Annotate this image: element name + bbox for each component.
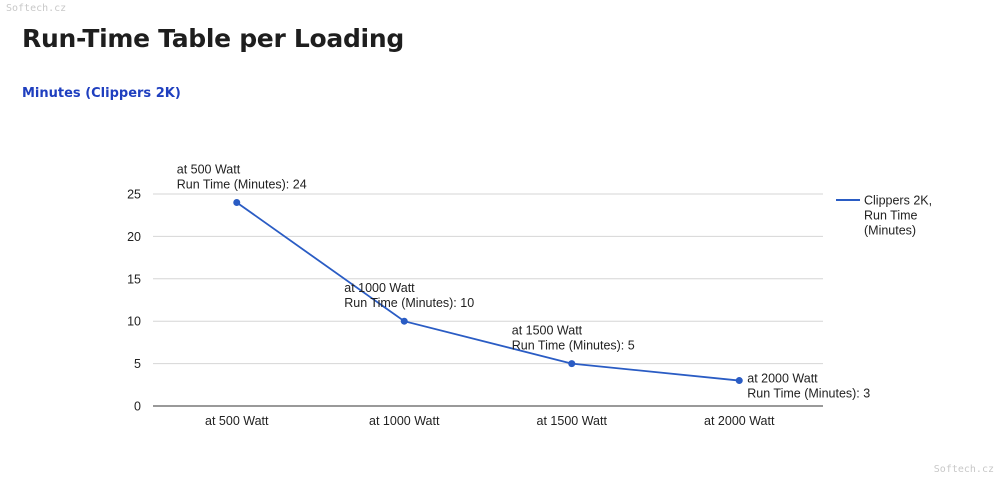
y-tick-label: 25	[127, 188, 141, 202]
series-layer	[233, 198, 743, 385]
x-tick-label: at 1500 Watt	[537, 414, 608, 428]
y-tick-label: 15	[127, 272, 141, 286]
legend-label: Run Time	[864, 209, 918, 223]
data-label-category: at 500 Watt	[177, 162, 241, 176]
data-label-value: Run Time (Minutes): 3	[747, 387, 870, 401]
x-tick-label: at 500 Watt	[205, 414, 269, 428]
data-point[interactable]	[735, 377, 743, 385]
data-label-category: at 1500 Watt	[512, 324, 583, 338]
legend: Clippers 2K,Run Time(Minutes)	[836, 194, 932, 238]
legend-label: Clippers 2K,	[864, 194, 932, 208]
data-point[interactable]	[568, 360, 576, 368]
data-label-category: at 1000 Watt	[344, 281, 415, 295]
watermark-top: Softech.cz	[6, 3, 67, 14]
data-label-category: at 2000 Watt	[747, 372, 818, 386]
y-tick-label: 0	[134, 400, 141, 414]
page-title: Run-Time Table per Loading	[22, 24, 404, 53]
axes: 0 5 10 15 20 25 at 500 Watt at 1000 Watt at 1500…	[127, 188, 823, 428]
x-tick-label: at 1000 Watt	[369, 414, 440, 428]
data-label-value: Run Time (Minutes): 10	[344, 296, 474, 310]
y-tick-label: 10	[127, 315, 141, 329]
chart-subtitle: Minutes (Clippers 2K)	[22, 86, 181, 101]
data-label-value: Run Time (Minutes): 5	[512, 339, 635, 353]
data-label-value: Run Time (Minutes): 24	[177, 177, 307, 191]
data-point[interactable]	[400, 317, 408, 325]
grid-lines	[153, 193, 823, 365]
x-tick-label: at 2000 Watt	[704, 414, 775, 428]
data-point[interactable]	[233, 198, 241, 206]
watermark-bottom: Softech.cz	[933, 464, 994, 475]
y-tick-label: 20	[127, 230, 141, 244]
series-line	[236, 201, 740, 382]
legend-label: (Minutes)	[864, 224, 916, 238]
y-tick-label: 5	[134, 357, 141, 371]
